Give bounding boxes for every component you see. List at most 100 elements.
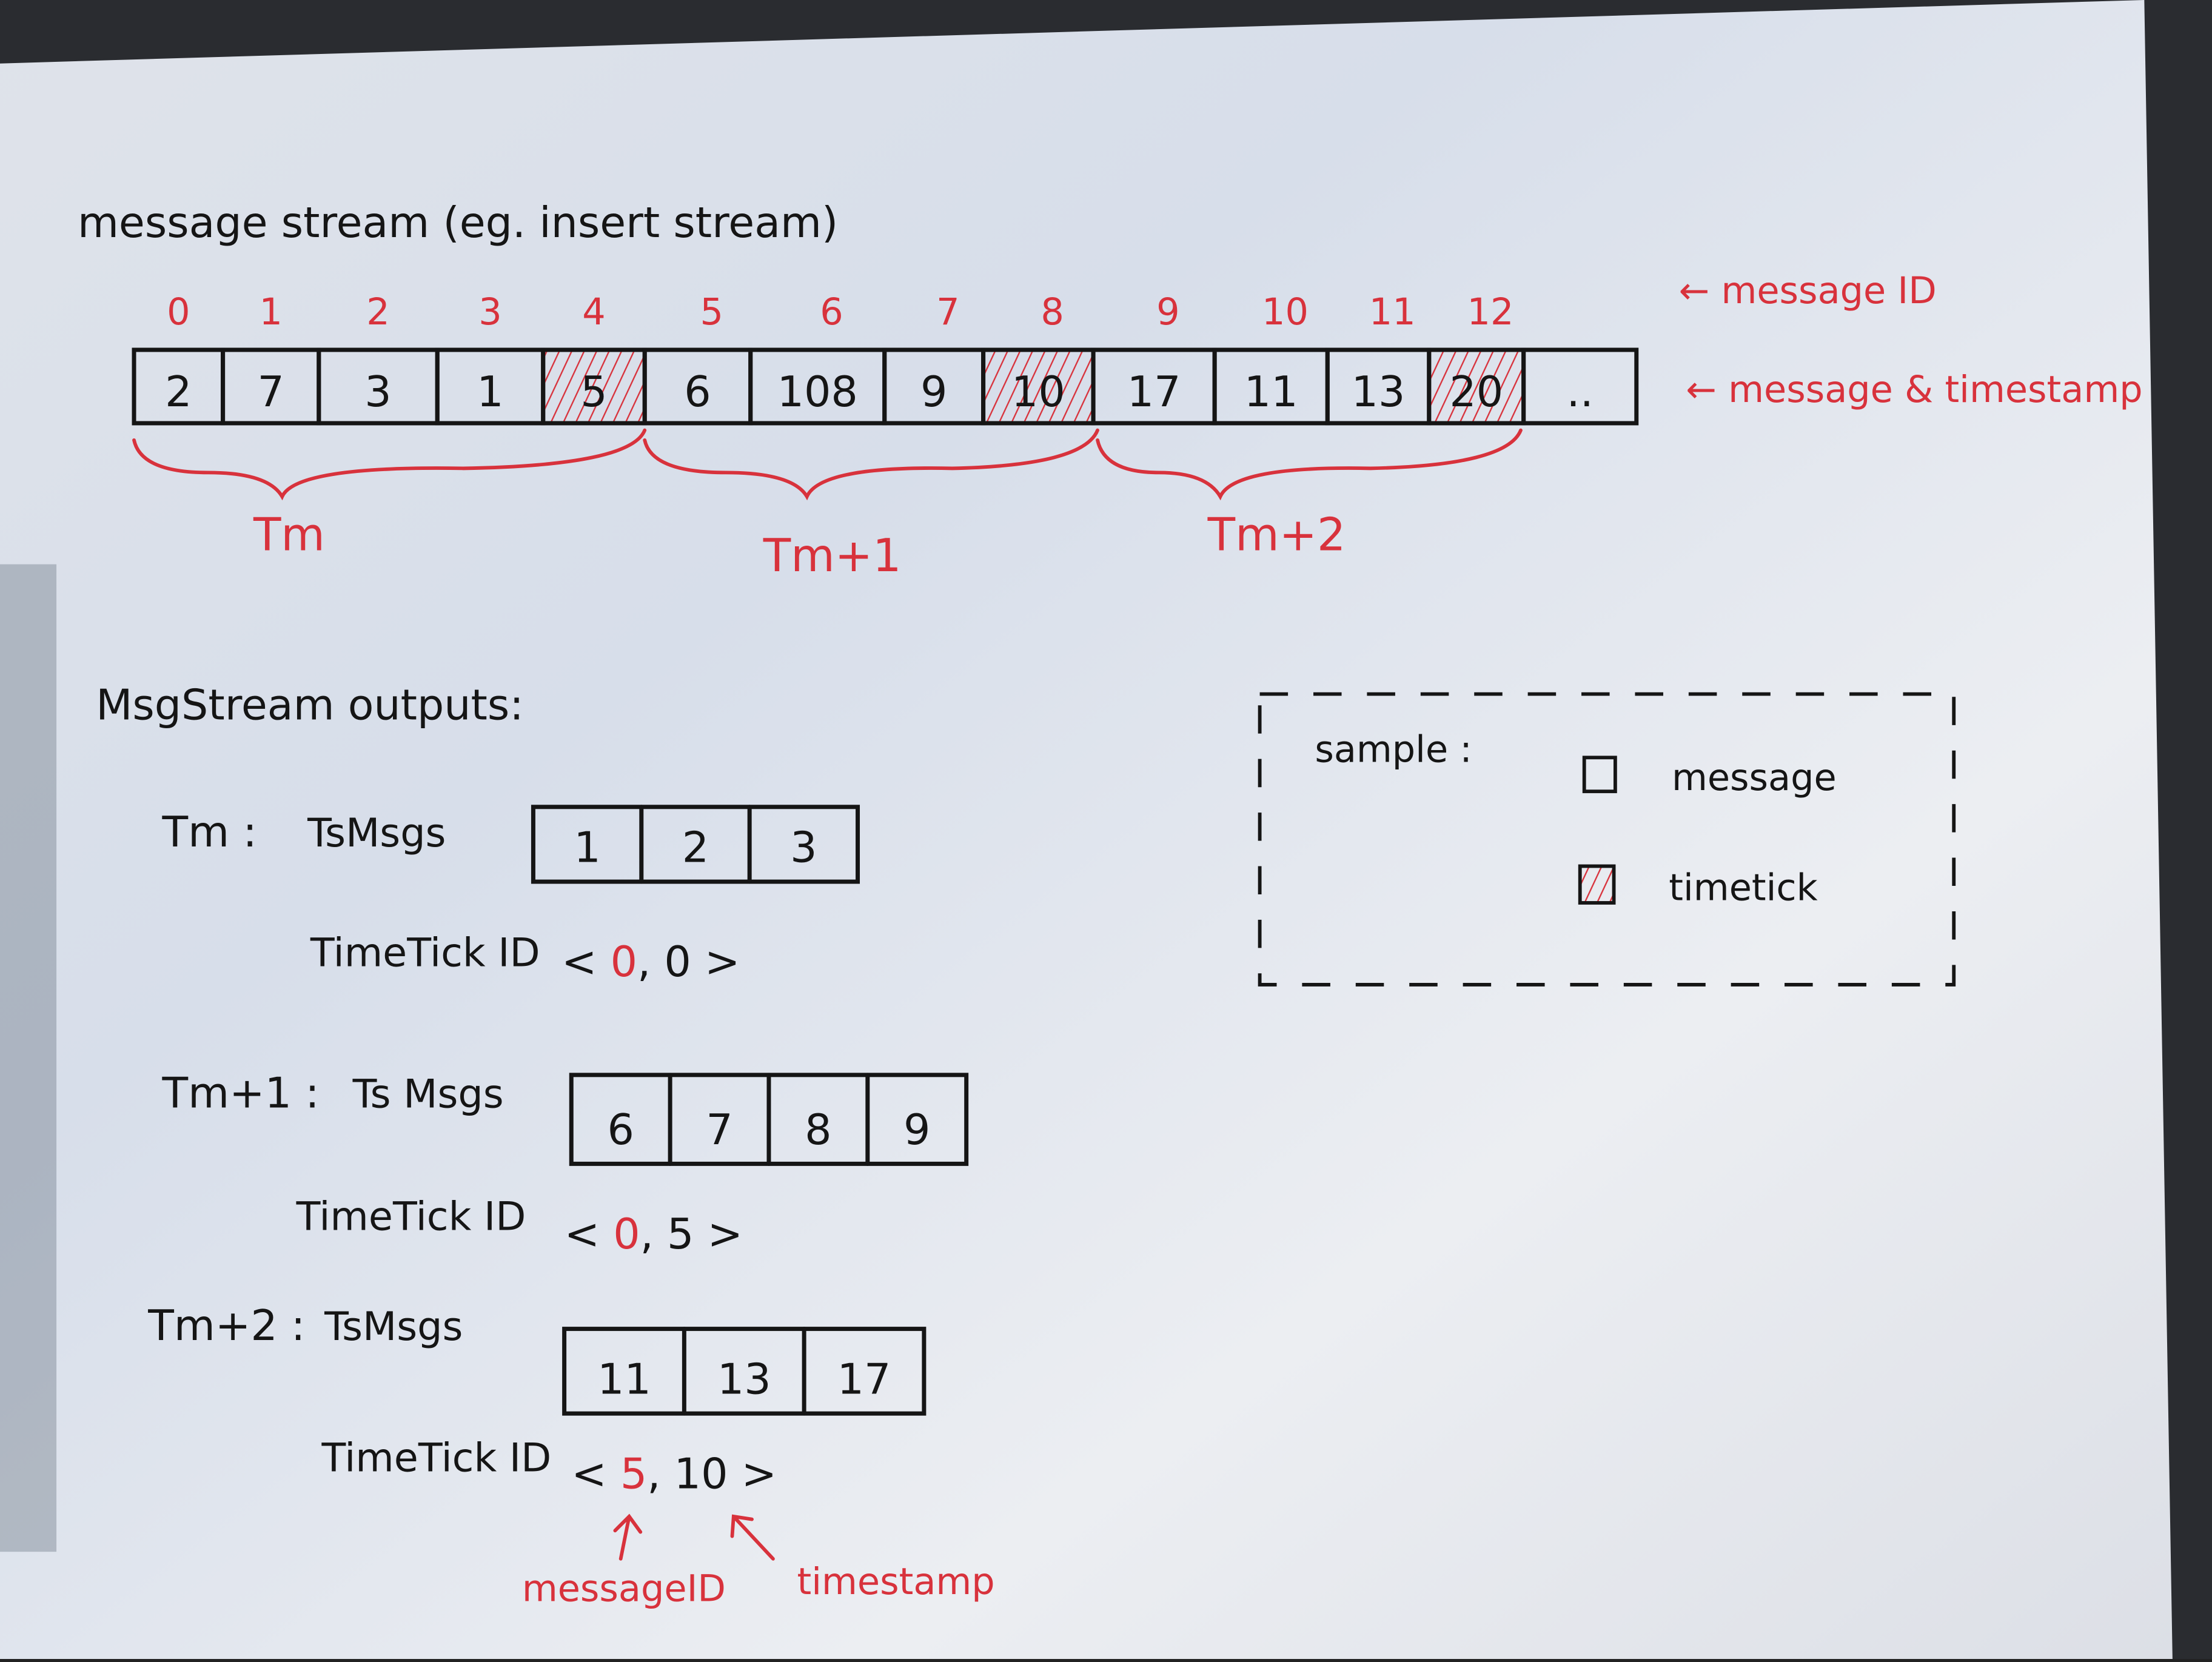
timetick-id-label: TimeTick ID	[310, 931, 540, 976]
timestamp-value: 5	[580, 367, 607, 417]
tick-message-id: 0	[613, 1210, 640, 1259]
message-id: 3	[478, 291, 501, 333]
timestamp-value: 10	[1011, 367, 1065, 417]
tsmsg-value: 3	[790, 823, 817, 873]
tick-timestamp: 5	[667, 1210, 694, 1259]
tsmsg-value: 1	[574, 823, 600, 873]
arrow-up-icon	[730, 1514, 775, 1561]
timetick-id-value: < 0, 5 >	[565, 1210, 743, 1259]
outputs: Tm : TsMsgs 1 2 3 TimeTick ID < 0, 0 > Tm+1 : Ts…	[147, 805, 969, 1498]
tick-message-id: 0	[611, 937, 637, 987]
legend-title: sample :	[1315, 728, 1472, 771]
message-id-annotation: ← message ID	[1679, 270, 1937, 312]
message-id: 5	[700, 291, 723, 333]
tick-timestamp: 0	[664, 937, 691, 987]
timestamp-value: 17	[1127, 367, 1181, 417]
legend: sample : message timetick	[1258, 692, 1956, 987]
bracket-close: >	[728, 1449, 777, 1498]
legend-timetick-label: timetick	[1669, 866, 1817, 909]
tsmsgs-label: TsMsgs	[307, 811, 446, 856]
timestamp-value: 9	[920, 367, 947, 417]
legend-box	[1258, 692, 1956, 987]
comma: ,	[640, 1210, 667, 1259]
message-id: 1	[259, 291, 282, 333]
tsmsg-value: 7	[706, 1105, 732, 1154]
timetick-hatch	[543, 349, 645, 423]
timestamp-value: ..	[1567, 367, 1594, 417]
stream-cell: 11	[1212, 347, 1330, 426]
output-1: Tm+1 : Ts Msgs 6 7 8 9 TimeTick ID < 0, 5 >	[162, 1068, 969, 1259]
bracket-open: <	[565, 1210, 614, 1259]
group-bracket	[132, 428, 647, 501]
timestamp-value: 13	[1352, 367, 1406, 417]
tsmsg-value: 9	[903, 1105, 930, 1154]
tsmsg-value: 8	[805, 1105, 831, 1154]
timestamp-value: 6	[684, 367, 711, 417]
message-id: 12	[1467, 291, 1514, 333]
output-0: Tm : TsMsgs 1 2 3 TimeTick ID < 0, 0 >	[162, 805, 860, 987]
group-brackets: Tm Tm+1 Tm+2	[132, 428, 1523, 582]
legend-message-label: message	[1672, 757, 1837, 799]
message-id: 11	[1369, 291, 1416, 333]
bracket-close: >	[691, 937, 740, 987]
message-id: 8	[1041, 291, 1064, 333]
stream-cell: 5	[541, 347, 647, 426]
timestamp-annotation: ← message & timestamp	[1686, 369, 2142, 411]
group-label: Tm+2	[1207, 508, 1346, 561]
cell-border	[1521, 347, 1639, 426]
timetick-id-label: TimeTick ID	[321, 1436, 551, 1481]
comma: ,	[637, 937, 664, 987]
timestamp-value: 7	[257, 367, 284, 417]
tsmsg-value: 6	[607, 1105, 634, 1154]
message-square-icon	[1582, 756, 1617, 794]
tsmsg-value: 17	[837, 1355, 891, 1404]
message-id: 7	[936, 291, 959, 333]
timetick-hatch	[1429, 349, 1524, 423]
tsmsg-value: 13	[717, 1355, 771, 1404]
group-bracket	[643, 428, 1099, 501]
bracket-open: <	[561, 937, 611, 987]
output-label: Tm :	[162, 808, 257, 857]
group-label: Tm	[253, 508, 325, 561]
timestamp-value: 1	[477, 367, 503, 417]
tsmsgs-label: TsMsgs	[324, 1304, 463, 1350]
timestamp-value: 11	[1244, 367, 1298, 417]
message-id: 9	[1156, 291, 1179, 333]
tsmsgs-box	[531, 805, 860, 884]
timestamp-value: 3	[364, 367, 391, 417]
timestamp-value: 2	[165, 367, 192, 417]
group-label: Tm+1	[763, 529, 902, 582]
message-id: 4	[582, 291, 605, 333]
tick-timestamp: 10	[674, 1449, 728, 1498]
output-2: Tm+2 : TsMsgs 11 13 17 TimeTick ID < 5, 10 >	[147, 1301, 927, 1498]
stream-cell: ..	[1521, 347, 1639, 426]
output-label: Tm+1 :	[162, 1068, 320, 1117]
stream-cell: 3	[317, 347, 440, 426]
timetick-hatch	[983, 349, 1094, 423]
timestamp-value: 108	[777, 367, 858, 417]
tsmsg-value: 11	[597, 1355, 651, 1404]
message-id: 0	[167, 291, 190, 333]
stream-cell: 10	[981, 347, 1096, 426]
tsmsg-value: 2	[682, 823, 709, 873]
tsmsgs-label: Ts Msgs	[352, 1071, 504, 1117]
message-id: 2	[366, 291, 389, 333]
arrow-up-icon	[613, 1513, 643, 1561]
shadow	[0, 564, 57, 1552]
message-id: 6	[820, 291, 843, 333]
message-id: 10	[1262, 291, 1309, 333]
message-id-pointer-label: messageID	[522, 1568, 726, 1610]
timestamp-pointer-label: timestamp	[797, 1561, 994, 1603]
group-bracket	[1096, 428, 1523, 501]
timetick-id-label: TimeTick ID	[296, 1195, 526, 1240]
timetick-id-value: < 5, 10 >	[571, 1449, 777, 1498]
output-label: Tm+2 :	[147, 1301, 305, 1350]
timestamp-value: 20	[1449, 367, 1503, 417]
timetick-id-value: < 0, 0 >	[561, 937, 740, 987]
tsmsgs-box	[562, 1327, 927, 1416]
comma: ,	[647, 1449, 674, 1498]
pointer-arrows: messageID timestamp	[522, 1513, 995, 1610]
